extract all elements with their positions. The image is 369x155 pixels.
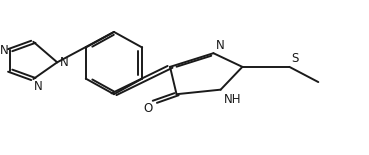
Text: O: O <box>144 102 153 115</box>
Text: N: N <box>216 39 225 52</box>
Text: N: N <box>59 55 68 69</box>
Text: NH: NH <box>224 93 242 106</box>
Text: S: S <box>291 52 299 65</box>
Text: N: N <box>34 80 43 93</box>
Text: N: N <box>0 44 9 57</box>
